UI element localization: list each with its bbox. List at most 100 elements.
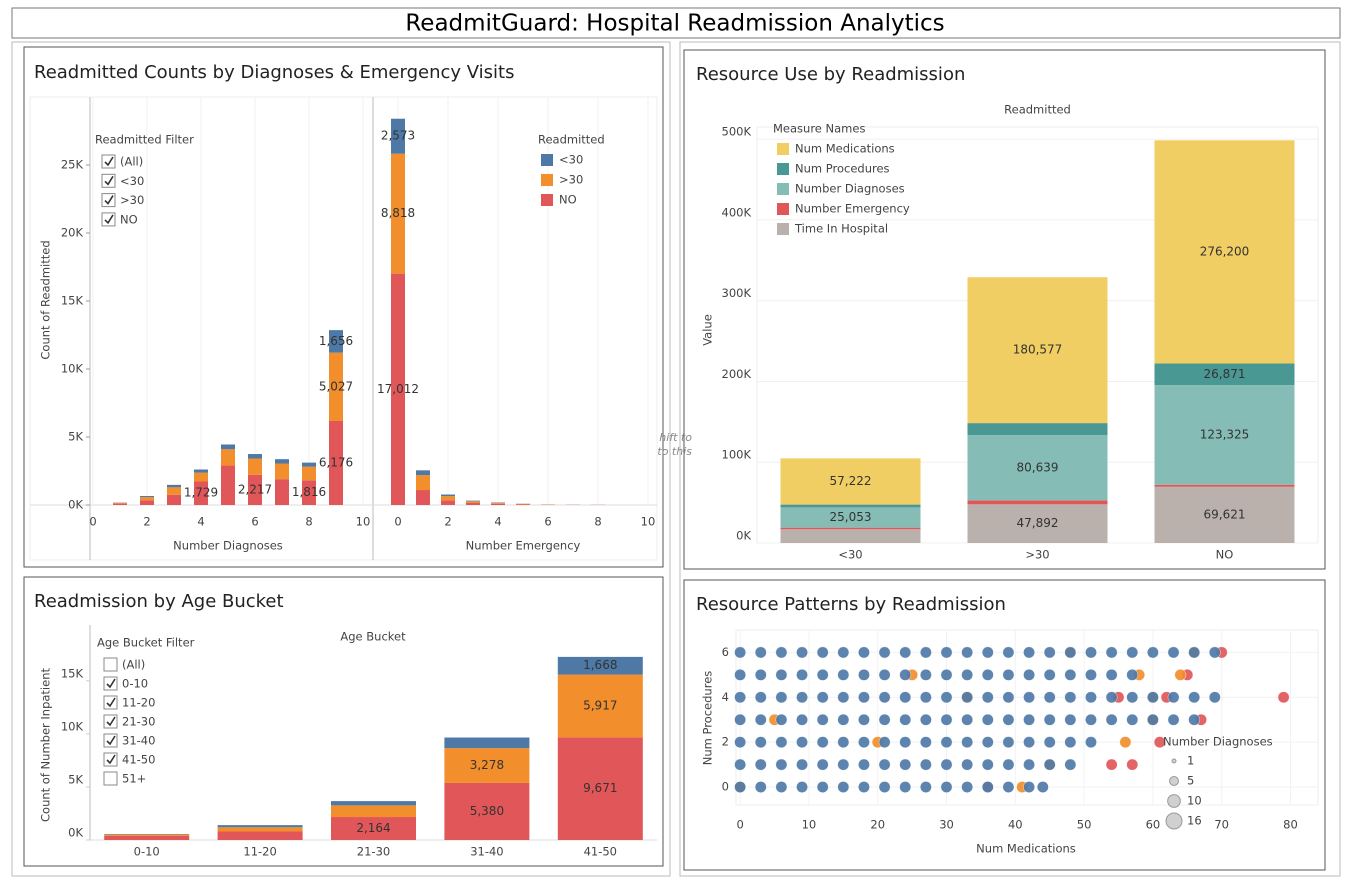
data-label: 80,639 <box>1017 460 1059 474</box>
x-tick-label: 11-20 <box>243 845 276 859</box>
legend-label: Number Diagnoses <box>795 182 905 196</box>
bar-segment <box>780 529 921 543</box>
scatter-point <box>961 669 974 681</box>
checkbox[interactable] <box>101 193 116 208</box>
y-tick-label: 15K <box>61 294 84 308</box>
scatter-point <box>754 758 767 771</box>
scatter-point <box>920 758 932 771</box>
data-label: 276,200 <box>1200 244 1250 258</box>
scatter-point <box>1023 646 1035 659</box>
x-tick-label: >30 <box>1025 548 1049 562</box>
scatter-point <box>1043 691 1056 704</box>
scatter-point <box>858 691 870 704</box>
checkbox[interactable] <box>103 714 118 729</box>
scatter-point <box>1002 691 1015 704</box>
bar-segment <box>194 472 208 482</box>
scatter-point <box>1064 758 1077 771</box>
checkbox[interactable] <box>103 676 118 691</box>
checkbox[interactable] <box>103 752 118 767</box>
scatter-point <box>1023 736 1035 749</box>
bar-segment <box>444 737 530 749</box>
filter-item[interactable]: NO <box>120 212 138 226</box>
scatter-point <box>816 646 829 659</box>
chart-title: Readmission by Age Bucket <box>34 591 284 612</box>
bar-segment <box>194 469 208 473</box>
legend-label: Num Medications <box>795 142 895 156</box>
x-axis-title: Number Diagnoses <box>173 539 283 553</box>
bar-segment <box>557 737 643 840</box>
x-tick-label: <30 <box>838 548 862 562</box>
scatter-point <box>837 646 850 659</box>
legend-swatch <box>541 174 553 186</box>
scatter-point <box>775 646 788 659</box>
bar-segment <box>140 497 154 501</box>
bar-segment <box>104 835 190 840</box>
filter-item[interactable]: 41-50 <box>122 753 155 767</box>
checkbox[interactable] <box>103 657 118 672</box>
data-label: 69,621 <box>1204 507 1246 521</box>
x-tick-label: 4 <box>197 515 204 529</box>
bar-segment <box>441 496 455 501</box>
filter-item[interactable]: >30 <box>120 193 144 207</box>
filter-item[interactable]: 21-30 <box>122 715 155 729</box>
checkbox[interactable] <box>101 154 116 169</box>
size-legend-mark <box>1171 758 1177 764</box>
filter-item[interactable]: 31-40 <box>122 734 155 748</box>
legend-label: Num Procedures <box>795 162 890 176</box>
scatter-point <box>1064 713 1077 726</box>
scatter-point <box>1064 736 1077 749</box>
x-tick-label: 30 <box>939 818 954 832</box>
checkbox[interactable] <box>103 771 118 786</box>
scatter-point <box>775 713 788 726</box>
scatter-point <box>1105 646 1118 659</box>
check-mark <box>104 195 114 205</box>
scatter-point <box>1126 669 1139 681</box>
bar-segment <box>1154 486 1295 543</box>
legend-label: NO <box>559 193 577 207</box>
filter-item[interactable]: 51+ <box>122 772 146 786</box>
scatter-point <box>1085 646 1097 659</box>
data-label: 9,671 <box>583 781 617 795</box>
data-label: 1,816 <box>292 485 326 499</box>
legend-swatch <box>541 154 553 166</box>
checkbox[interactable] <box>103 695 118 710</box>
scatter-point <box>1105 691 1118 704</box>
scatter-point <box>1126 713 1139 726</box>
data-label: 25,053 <box>830 510 872 524</box>
scatter-point <box>940 691 953 704</box>
bar-segment <box>248 474 262 505</box>
x-tick-label: 60 <box>1146 818 1161 832</box>
scatter-point <box>981 646 994 659</box>
checkbox[interactable] <box>101 212 116 227</box>
checkbox[interactable] <box>101 173 116 188</box>
scatter-point <box>734 646 746 659</box>
x-tick-label: 40 <box>1008 818 1023 832</box>
scatter-point <box>981 713 994 726</box>
scatter-point <box>981 669 994 681</box>
bar-segment <box>331 801 416 806</box>
filter-item[interactable]: 0-10 <box>122 677 148 691</box>
scatter-point <box>940 713 953 726</box>
x-tick-label: 0-10 <box>134 845 160 859</box>
scatter-point <box>1105 669 1118 681</box>
scatter-point <box>961 691 974 704</box>
legend-swatch <box>541 194 553 206</box>
filter-item[interactable]: (All) <box>122 658 145 672</box>
bar-segment <box>104 834 190 836</box>
filter-item[interactable]: <30 <box>120 174 144 188</box>
y-tick-label: 20K <box>61 226 84 240</box>
scatter-point <box>1023 758 1035 771</box>
scatter-point <box>754 646 767 659</box>
y-tick-label: 25K <box>61 158 84 172</box>
bar-segment <box>391 273 405 505</box>
scatter-point <box>858 646 870 659</box>
filter-item[interactable]: 11-20 <box>122 696 155 710</box>
bar-segment <box>557 656 643 675</box>
x-tick-label: 8 <box>594 515 601 529</box>
check-mark <box>106 735 116 746</box>
legend-label: Number Emergency <box>795 202 910 216</box>
scatter-point <box>816 758 829 771</box>
y-axis-title: Count of Number Inpatient <box>39 668 53 822</box>
checkbox[interactable] <box>103 733 118 748</box>
filter-item[interactable]: (All) <box>120 155 143 169</box>
